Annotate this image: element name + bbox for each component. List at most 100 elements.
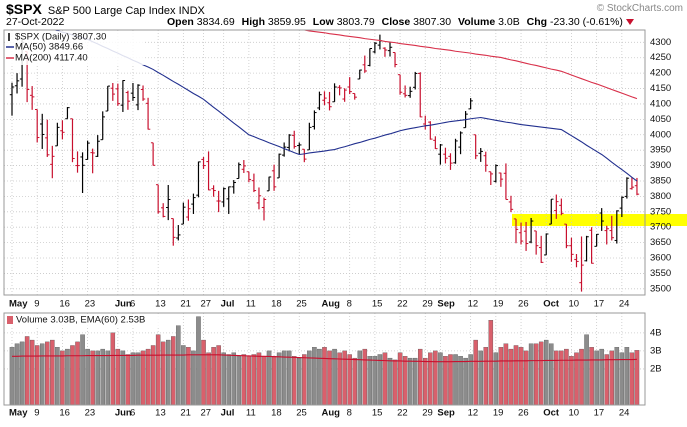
volume-bar (367, 356, 373, 405)
y-tick-label: 3600 (650, 253, 671, 264)
volume-bar (29, 339, 35, 405)
volume-bar (226, 354, 231, 405)
header-stats: 27-Oct-2022 Open 3834.69 High 3859.95 Lo… (6, 16, 681, 28)
volume-bar (60, 350, 65, 405)
volume-bar (317, 348, 322, 405)
x-tick-label: May (9, 408, 28, 419)
volume-bar (538, 341, 544, 405)
volume-bar (377, 354, 383, 405)
x-tick-label: 10 (568, 408, 579, 419)
x-tick-label: 9 (34, 408, 39, 419)
grid-layer (4, 30, 645, 405)
volume-bar (206, 352, 211, 405)
y-tick-label: 3550 (650, 268, 671, 279)
volume-bar (19, 341, 25, 405)
x-tick-label: 10 (568, 299, 579, 310)
x-tick-label: 23 (85, 299, 96, 310)
volume-bar (155, 334, 161, 405)
x-tick-label: 24 (619, 408, 630, 419)
volume-bar (45, 341, 50, 405)
y-tick-label: 3500 (650, 283, 671, 294)
x-tick-label: 26 (518, 408, 529, 419)
x-tick-label: 13 (155, 408, 166, 419)
y-tick-label: 4100 (650, 98, 671, 109)
stat-label: Low (312, 16, 334, 28)
x-tick-label: 16 (59, 299, 70, 310)
y-tick-label: 4B (650, 327, 662, 338)
volume-bar (125, 354, 131, 405)
stat-value: -23.30 (-0.61%) (549, 16, 623, 28)
volume-bar (322, 347, 327, 405)
volume-bar (261, 356, 267, 405)
volume-bar (574, 352, 579, 405)
volume-bar (70, 345, 75, 405)
x-tick-label: 18 (271, 299, 282, 310)
volume-bar (236, 356, 242, 405)
volume-bar (579, 348, 584, 405)
volume-bar (140, 350, 146, 405)
x-tick-label: 18 (271, 408, 282, 419)
stat-label: Chg (526, 16, 548, 28)
volume-bar (417, 348, 423, 405)
y-tick-label: 3900 (650, 160, 671, 171)
volume-bar (332, 348, 337, 405)
volume-bar (347, 354, 352, 405)
x-tick-label: Jul (221, 299, 235, 310)
x-tick-label: 11 (246, 408, 256, 419)
x-tick-label: 19 (493, 299, 504, 310)
volume-bar (342, 350, 347, 405)
volume-bar (433, 350, 438, 405)
x-tick-label: 12 (468, 408, 479, 419)
y-tick-label: 4300 (650, 37, 671, 48)
volume-frame (3, 312, 646, 406)
volume-bar (105, 350, 111, 405)
volume-bar (271, 356, 277, 405)
volume-bar (397, 352, 403, 405)
volume-bar (634, 350, 640, 405)
stats: Open 3834.69 High 3859.95 Low 3803.79 Cl… (163, 16, 635, 28)
x-tick-label: 17 (594, 408, 605, 419)
volume-bar (165, 339, 171, 405)
y-tick-label: 3B (650, 345, 662, 356)
x-tick-label: 19 (493, 408, 504, 419)
volume-bar (352, 357, 357, 405)
legend-box (5, 31, 145, 65)
volume-bar (483, 347, 489, 405)
stat-label: High (241, 16, 265, 28)
y-tick-label: 3700 (650, 222, 671, 233)
volume-bar (211, 347, 216, 405)
volume-bar (201, 339, 206, 405)
volume-bar (297, 357, 302, 405)
volume-bar (599, 348, 604, 405)
volume-bar (392, 359, 398, 405)
volume-bar (110, 332, 116, 405)
header-title: $SPX S&P 500 Large Cap Index INDX (6, 1, 205, 17)
volume-bar (448, 354, 453, 405)
down-arrow (625, 19, 634, 26)
volume-bar (372, 356, 378, 405)
y-tick-label: 2B (650, 363, 662, 374)
volume-bar (518, 347, 524, 405)
ema-line (12, 354, 637, 363)
volume-bar (14, 343, 20, 405)
legend-box (5, 314, 165, 326)
y-tick-label: 3800 (650, 191, 671, 202)
volume-bar (382, 352, 388, 405)
y-tick-label: 3850 (650, 176, 671, 187)
volume-bar (624, 347, 630, 405)
x-tick-label: 27 (201, 408, 212, 419)
volume-bar (533, 343, 539, 405)
volume-bar (24, 336, 30, 405)
volume-bar (362, 348, 368, 405)
volume-bar (428, 352, 433, 405)
y-tick-label: 3750 (650, 206, 671, 217)
x-tick-label: 9 (34, 299, 39, 310)
volume-bar (221, 352, 226, 405)
volume-bar (312, 347, 317, 405)
volume-bar (493, 352, 499, 405)
volume-bar (584, 334, 589, 405)
volume-bar (120, 350, 126, 405)
volume-bar (191, 350, 196, 405)
axis-layer: 3500 3550 3600 3650 3700 3750 3800 3850 3900 3950… (9, 37, 671, 419)
